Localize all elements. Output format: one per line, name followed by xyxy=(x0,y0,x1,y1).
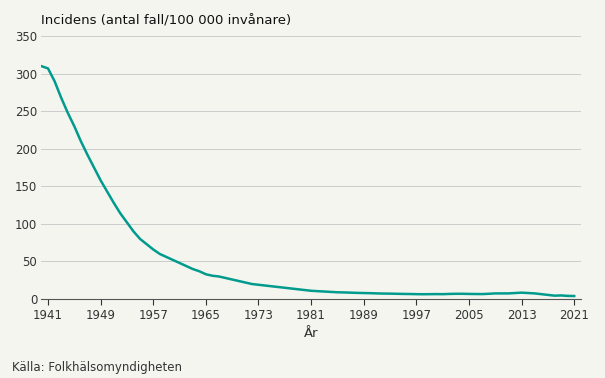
Text: Källa: Folkhälsomyndigheten: Källa: Folkhälsomyndigheten xyxy=(12,361,182,374)
X-axis label: År: År xyxy=(304,327,318,340)
Text: Incidens (antal fall/100 000 invånare): Incidens (antal fall/100 000 invånare) xyxy=(41,15,292,28)
